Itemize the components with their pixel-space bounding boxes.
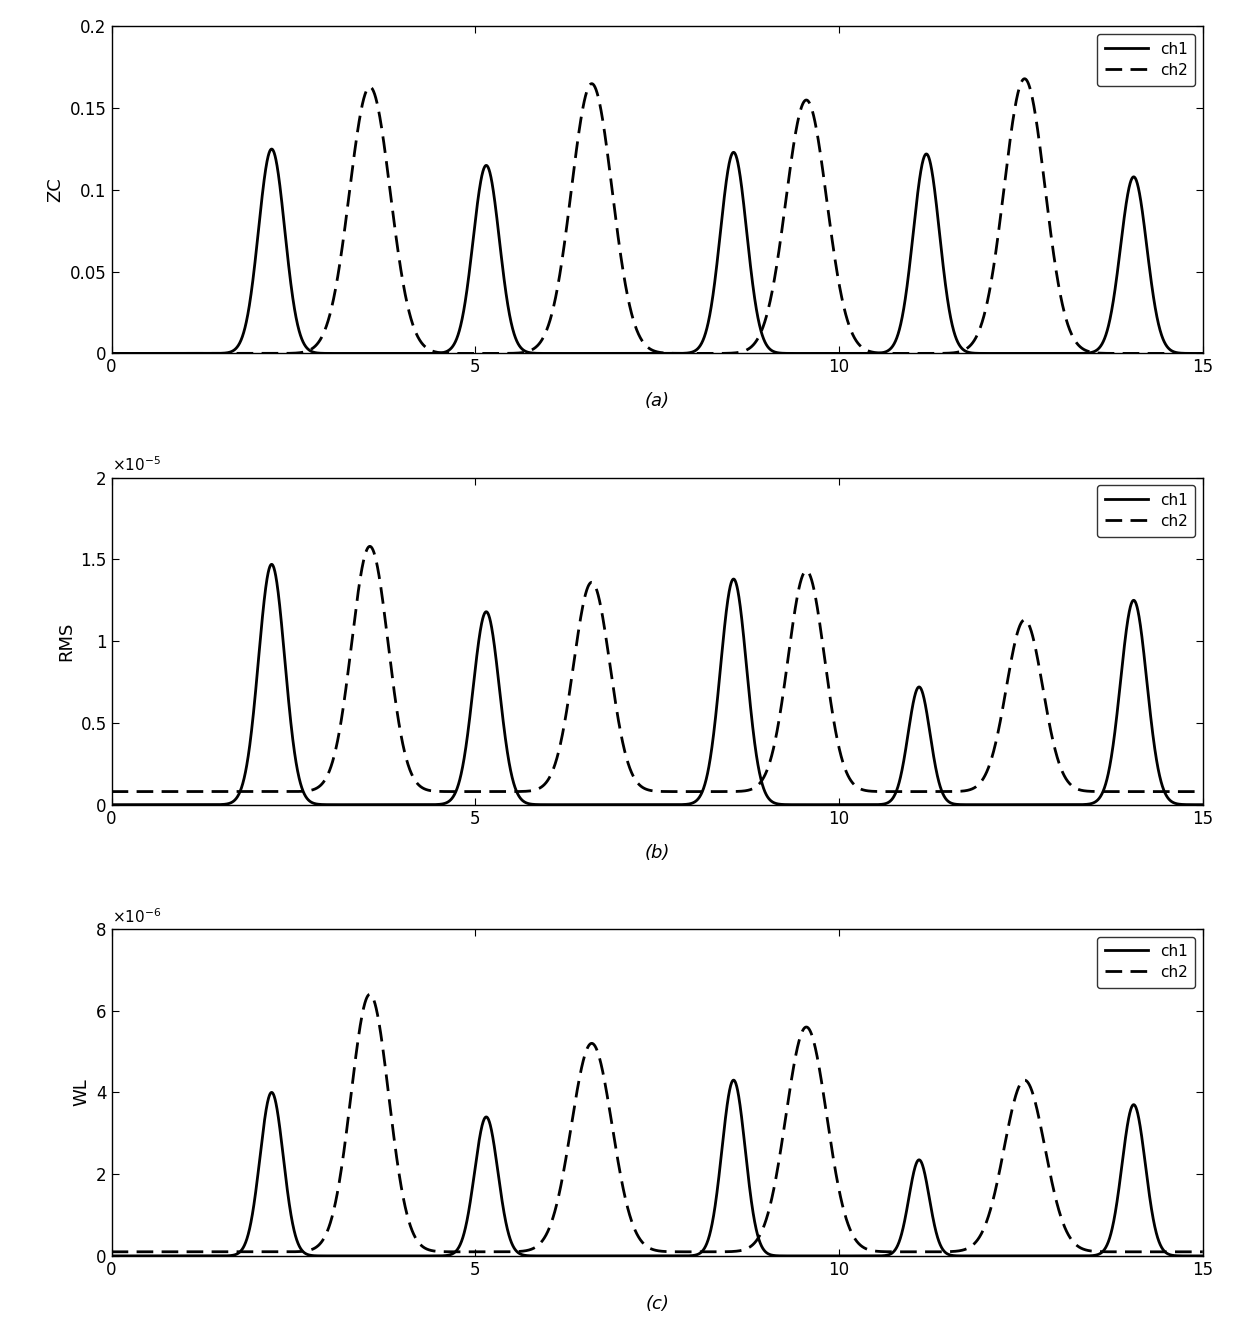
ch1 [919, 701, 934, 717]
ch2 [104, 784, 119, 800]
ch1 [264, 141, 279, 157]
ch1 [759, 787, 774, 802]
ch1 [303, 342, 317, 358]
ch2 [759, 1211, 774, 1227]
ch1 [1195, 1248, 1210, 1264]
ch2 [303, 342, 317, 358]
ch1 [759, 337, 774, 353]
Text: $\times10^{-6}$: $\times10^{-6}$ [112, 907, 161, 925]
ch1 [1002, 1248, 1017, 1264]
Text: (b): (b) [645, 843, 670, 862]
ch2 [813, 152, 828, 168]
ch2 [362, 986, 377, 1002]
ch2 [303, 1243, 317, 1259]
Line: ch1: ch1 [112, 564, 1203, 805]
ch2 [919, 1244, 934, 1260]
Line: ch1: ch1 [112, 1080, 1203, 1256]
ch1 [104, 345, 119, 361]
Y-axis label: ZC: ZC [46, 177, 64, 202]
Text: $\times10^{-5}$: $\times10^{-5}$ [112, 456, 161, 475]
ch1 [264, 557, 279, 572]
Line: ch2: ch2 [112, 994, 1203, 1252]
ch2 [521, 344, 536, 360]
ch1 [303, 793, 317, 809]
ch2 [1195, 784, 1210, 800]
Y-axis label: WL: WL [73, 1079, 91, 1107]
ch2 [919, 784, 934, 800]
ch1 [1002, 345, 1017, 361]
ch1 [521, 1248, 536, 1264]
ch2 [303, 783, 317, 798]
ch1 [727, 1072, 742, 1088]
ch2 [1017, 71, 1032, 87]
ch2 [104, 1244, 119, 1260]
ch2 [521, 783, 536, 798]
Text: (c): (c) [645, 1294, 670, 1313]
ch2 [1002, 143, 1017, 159]
ch1 [813, 1248, 828, 1264]
Line: ch2: ch2 [112, 79, 1203, 353]
ch2 [521, 1243, 536, 1259]
ch1 [521, 345, 536, 361]
Legend: ch1, ch2: ch1, ch2 [1097, 485, 1195, 537]
ch1 [1002, 797, 1017, 813]
Y-axis label: RMS: RMS [57, 621, 74, 661]
ch1 [813, 345, 828, 361]
ch2 [1002, 665, 1017, 681]
Line: ch2: ch2 [112, 546, 1203, 792]
ch1 [104, 797, 119, 813]
ch1 [919, 147, 934, 163]
ch2 [1195, 345, 1210, 361]
Legend: ch1, ch2: ch1, ch2 [1097, 936, 1195, 988]
ch2 [919, 345, 934, 361]
ch1 [104, 1248, 119, 1264]
ch2 [1002, 1116, 1017, 1132]
ch2 [759, 309, 774, 325]
ch2 [813, 1073, 828, 1089]
Text: (a): (a) [645, 393, 670, 410]
ch2 [104, 345, 119, 361]
Legend: ch1, ch2: ch1, ch2 [1097, 34, 1195, 86]
ch1 [1195, 345, 1210, 361]
ch1 [1195, 797, 1210, 813]
ch1 [813, 797, 828, 813]
ch1 [919, 1171, 934, 1187]
Line: ch1: ch1 [112, 149, 1203, 353]
ch1 [303, 1247, 317, 1263]
ch1 [759, 1244, 774, 1260]
ch1 [521, 796, 536, 812]
ch2 [759, 764, 774, 780]
ch2 [362, 538, 377, 554]
ch2 [813, 628, 828, 644]
ch2 [1195, 1244, 1210, 1260]
